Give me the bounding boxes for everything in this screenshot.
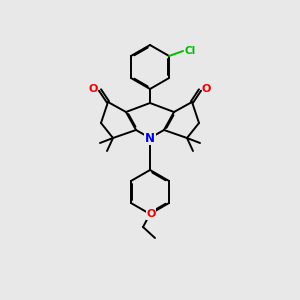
Text: N: N [145,131,155,145]
Text: O: O [202,84,211,94]
Text: O: O [88,84,98,94]
Text: Cl: Cl [184,46,195,56]
Text: O: O [146,209,156,219]
